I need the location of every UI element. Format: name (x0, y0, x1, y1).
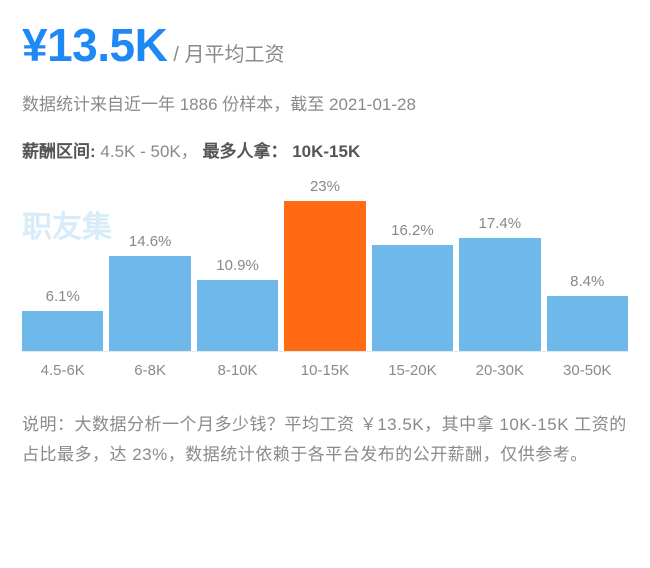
bar-rect (547, 296, 628, 351)
bar-xlabel: 30-50K (547, 362, 628, 379)
bar-rect (22, 311, 103, 351)
average-salary-value: ¥13.5K (22, 18, 167, 72)
headline: ¥13.5K / 月平均工资 (22, 18, 628, 72)
bar-rect (459, 238, 540, 351)
chart-xlabels: 4.5-6K 6-8K 8-10K 10-15K 15-20K 20-30K 30-50K (22, 362, 628, 379)
bar-xlabel: 8-10K (197, 362, 278, 379)
average-salary-unit: / 月平均工资 (173, 38, 284, 67)
bar-col: 6.1% (22, 288, 103, 351)
bar-col: 17.4% (459, 215, 540, 351)
bar-percent-label: 14.6% (129, 233, 172, 250)
bar-percent-label: 23% (310, 178, 340, 195)
bar-rect (197, 280, 278, 351)
range-value-a: 4.5K - 50K， (100, 142, 197, 161)
bar-percent-label: 17.4% (479, 215, 522, 232)
salary-distribution-chart: 职友集 6.1%14.6%10.9%23%16.2%17.4%8.4% 4.5-… (22, 182, 628, 392)
bar-xlabel: 6-8K (109, 362, 190, 379)
bar-xlabel: 15-20K (372, 362, 453, 379)
description-text: 说明：大数据分析一个月多少钱？平均工资 ￥13.5K，其中拿 10K-15K 工… (22, 410, 628, 470)
bar-col: 14.6% (109, 233, 190, 351)
bar-col: 10.9% (197, 257, 278, 351)
range-value-b: 10K-15K (292, 142, 360, 161)
bar-xlabel: 4.5-6K (22, 362, 103, 379)
bar-rect (109, 256, 190, 351)
bar-percent-label: 16.2% (391, 222, 434, 239)
bar-rect (284, 201, 365, 351)
bar-rect (372, 245, 453, 351)
bar-percent-label: 6.1% (46, 288, 80, 305)
bar-col: 16.2% (372, 222, 453, 351)
salary-range-line: 薪酬区间: 4.5K - 50K， 最多人拿： 10K-15K (22, 137, 628, 162)
chart-bars: 6.1%14.6%10.9%23%16.2%17.4%8.4% (22, 182, 628, 352)
range-label-a: 薪酬区间: (22, 142, 96, 161)
bar-percent-label: 10.9% (216, 257, 259, 274)
bar-xlabel: 10-15K (284, 362, 365, 379)
sample-subtext: 数据统计来自近一年 1886 份样本，截至 2021-01-28 (22, 90, 628, 115)
bar-percent-label: 8.4% (570, 273, 604, 290)
range-label-b: 最多人拿： (202, 142, 287, 161)
bar-col: 8.4% (547, 273, 628, 351)
bar-xlabel: 20-30K (459, 362, 540, 379)
bar-col: 23% (284, 178, 365, 351)
